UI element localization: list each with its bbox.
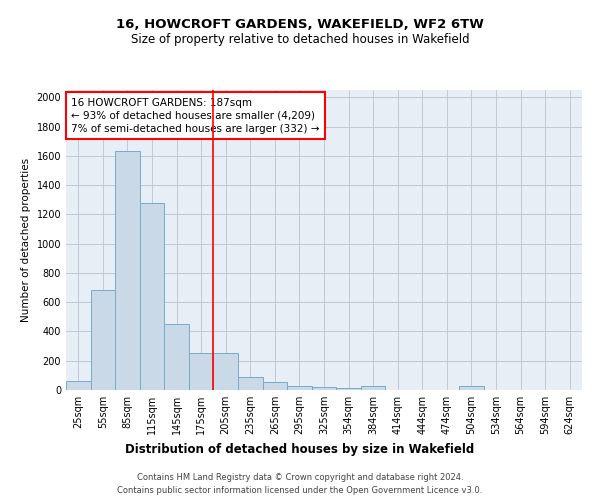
Bar <box>287 386 312 390</box>
Bar <box>91 290 115 390</box>
Bar <box>66 381 91 390</box>
Bar <box>115 152 140 390</box>
Bar <box>214 354 238 390</box>
Bar <box>459 386 484 390</box>
Text: Contains public sector information licensed under the Open Government Licence v3: Contains public sector information licen… <box>118 486 482 495</box>
Bar <box>140 202 164 390</box>
Bar <box>263 382 287 390</box>
Text: Size of property relative to detached houses in Wakefield: Size of property relative to detached ho… <box>131 32 469 46</box>
Text: 16 HOWCROFT GARDENS: 187sqm
← 93% of detached houses are smaller (4,209)
7% of s: 16 HOWCROFT GARDENS: 187sqm ← 93% of det… <box>71 98 320 134</box>
Text: Contains HM Land Registry data © Crown copyright and database right 2024.: Contains HM Land Registry data © Crown c… <box>137 472 463 482</box>
Bar <box>361 386 385 390</box>
Bar <box>336 388 361 390</box>
Bar <box>238 377 263 390</box>
Text: Distribution of detached houses by size in Wakefield: Distribution of detached houses by size … <box>125 442 475 456</box>
Bar <box>164 324 189 390</box>
Bar <box>312 387 336 390</box>
Text: 16, HOWCROFT GARDENS, WAKEFIELD, WF2 6TW: 16, HOWCROFT GARDENS, WAKEFIELD, WF2 6TW <box>116 18 484 30</box>
Y-axis label: Number of detached properties: Number of detached properties <box>21 158 31 322</box>
Bar <box>189 352 214 390</box>
